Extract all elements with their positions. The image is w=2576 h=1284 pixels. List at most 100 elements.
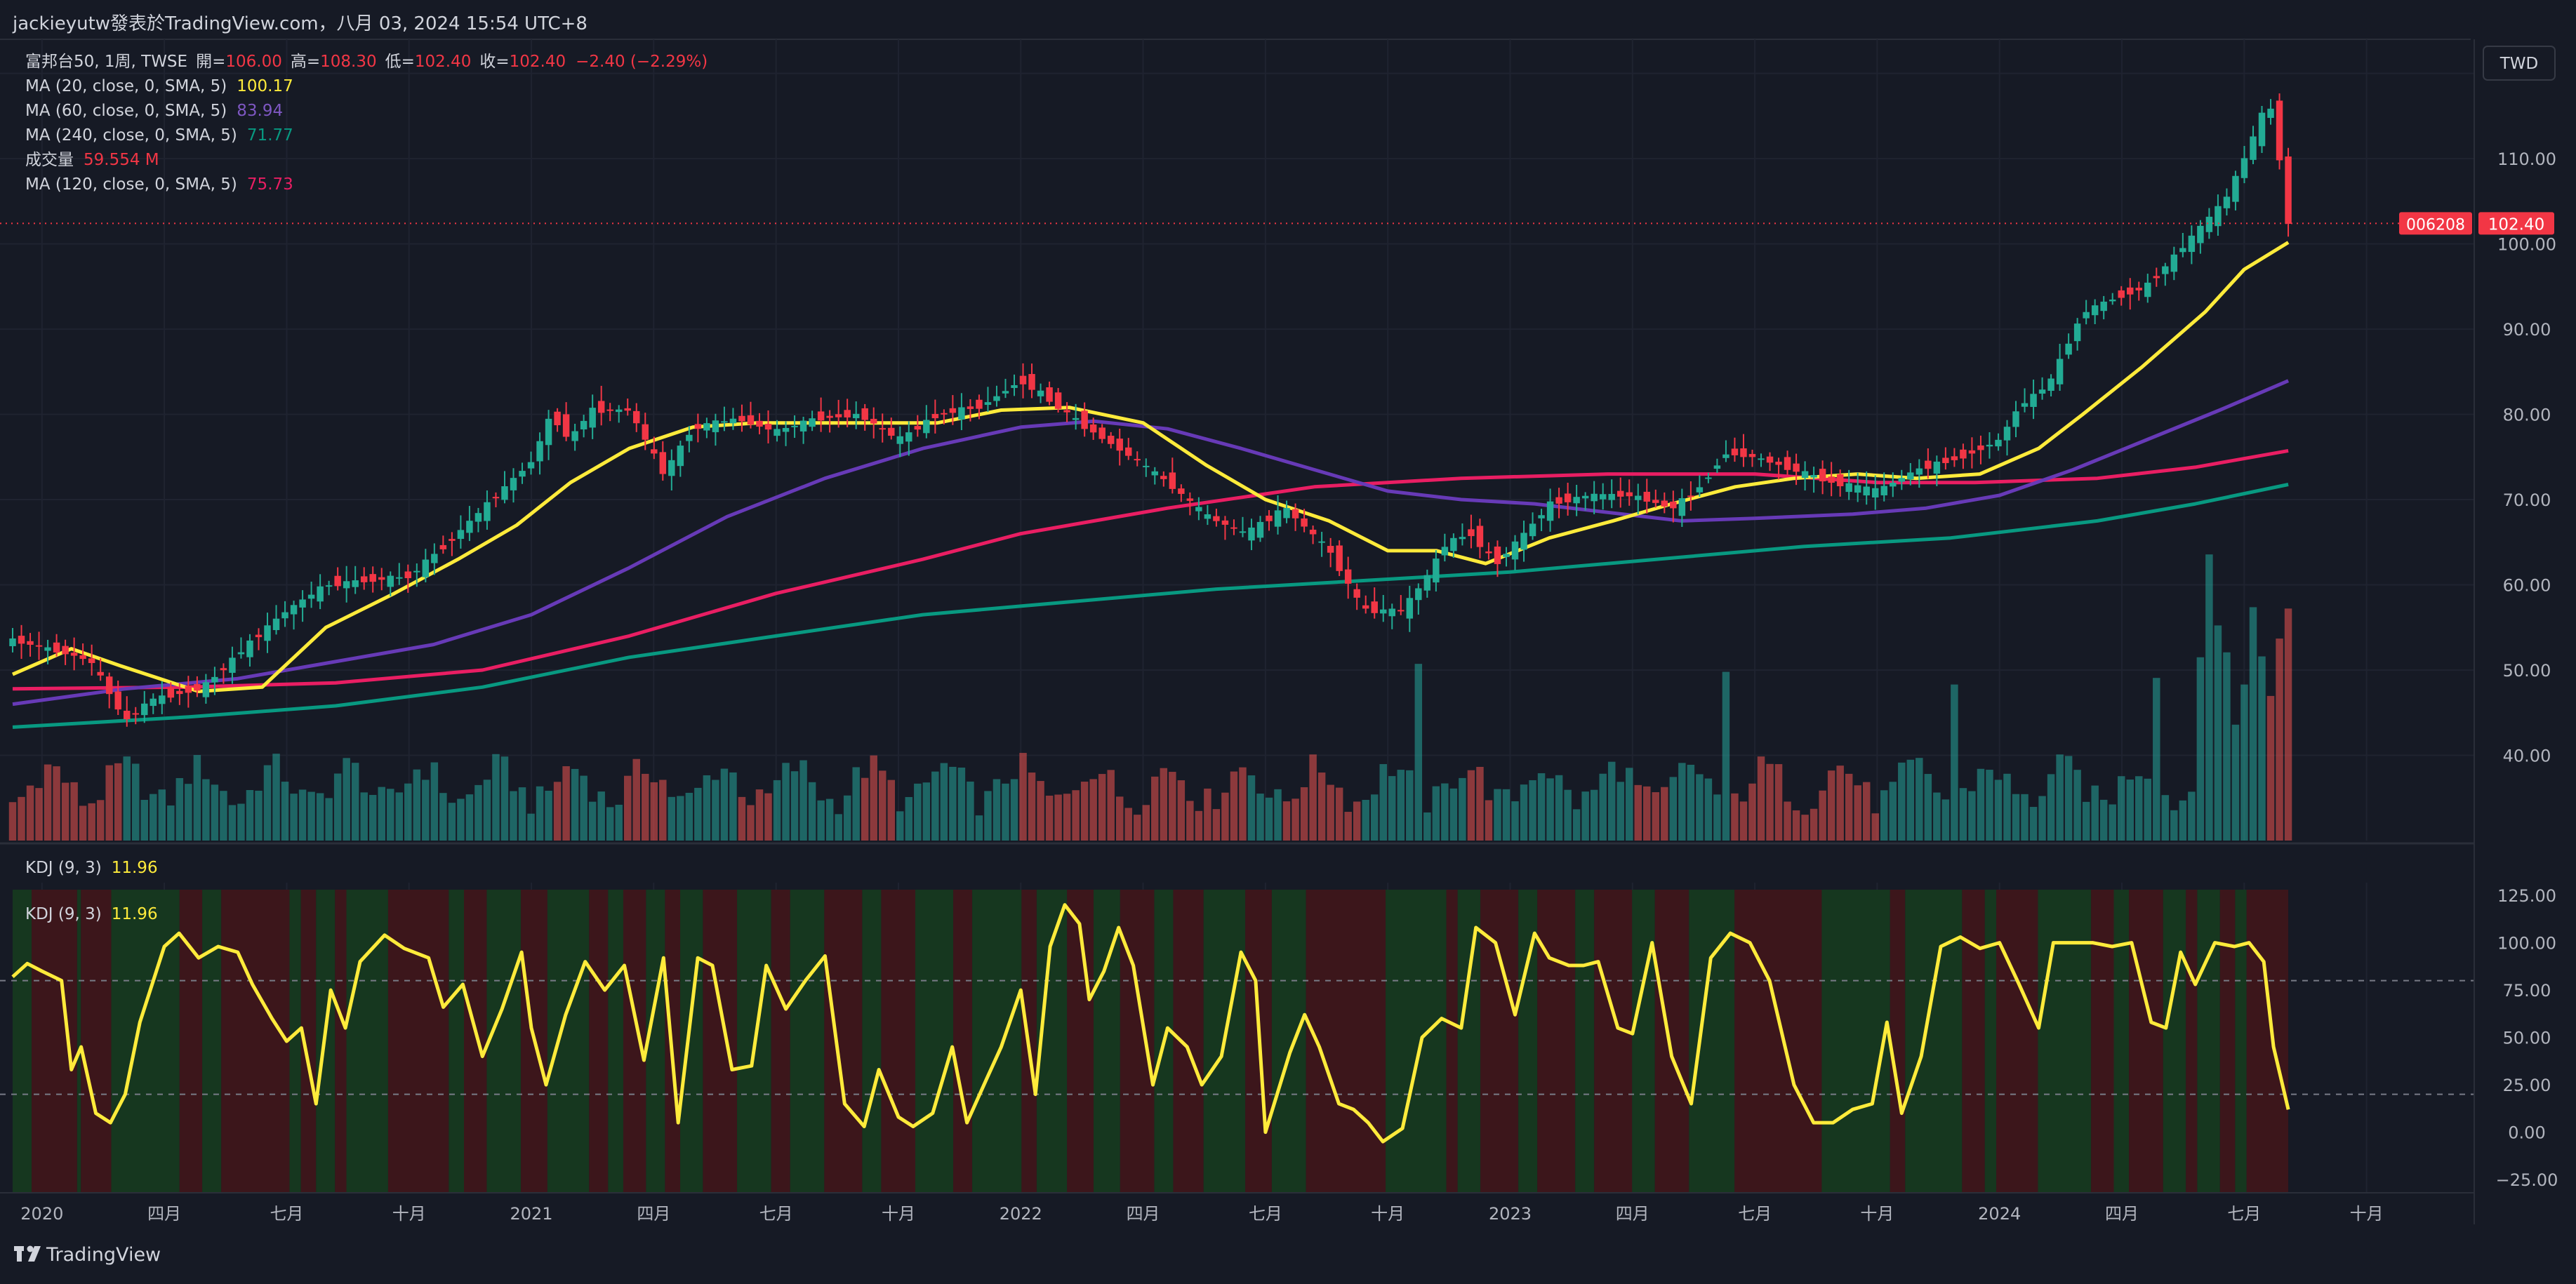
kdj-bull-zone <box>77 890 81 1193</box>
legend-volume[interactable]: 成交量 59.554 M <box>25 151 159 169</box>
candle-body <box>1880 486 1887 495</box>
volume-bar <box>2056 754 2064 841</box>
legend-ma120[interactable]: MA (120, close, 0, SMA, 5) 75.73 <box>25 175 293 194</box>
candle-body <box>422 559 430 577</box>
time-axis-label: 2023 <box>1489 1204 1532 1224</box>
volume-bar <box>835 814 842 841</box>
kdj-legend-top[interactable]: KDJ (9, 3) 11.96 <box>25 859 158 877</box>
volume-bar <box>1037 781 1044 841</box>
candle-body <box>1520 533 1527 550</box>
candle-body <box>703 423 710 431</box>
candle-body <box>1124 447 1132 456</box>
candle-body <box>1731 448 1739 455</box>
volume-bar <box>606 807 614 841</box>
candle-body <box>949 408 957 413</box>
volume-bar <box>1687 764 1695 841</box>
candle-body <box>1933 461 1941 474</box>
time-axis-label: 十月 <box>882 1204 915 1224</box>
volume-bar <box>193 755 201 841</box>
volume-bar <box>1459 777 1466 841</box>
volume-bar <box>1854 785 1861 841</box>
volume-bar <box>1713 794 1721 841</box>
legend-ma240[interactable]: MA (240, close, 0, SMA, 5) 71.77 <box>25 126 293 145</box>
volume-bar <box>2170 810 2178 841</box>
candle-body <box>1046 387 1053 402</box>
candle-body <box>721 421 728 423</box>
ma60-line <box>12 379 2290 707</box>
candle-body <box>2223 196 2231 208</box>
volume-bar <box>316 793 324 841</box>
volume-bar <box>1537 773 1546 841</box>
volume-bar <box>474 784 482 841</box>
volume-bar <box>1906 759 1915 841</box>
volume-bar <box>1590 789 1598 841</box>
volume-bar <box>439 793 447 841</box>
volume-bar <box>35 788 43 841</box>
kdj-bull-zone <box>2038 890 2092 1193</box>
candle-body <box>1476 526 1484 547</box>
volume-bar <box>1230 771 1238 841</box>
candle-body <box>597 401 605 413</box>
candle-body <box>1538 515 1545 519</box>
time-axis-label: 2020 <box>20 1204 63 1224</box>
candle-body <box>2056 359 2064 384</box>
candle-body <box>976 399 983 409</box>
candle-body <box>1766 456 1774 463</box>
volume-bar <box>755 789 764 841</box>
volume-bar <box>896 811 904 841</box>
candle-body <box>2030 394 2037 407</box>
volume-bar <box>668 796 676 841</box>
candle-body <box>1037 390 1044 396</box>
volume-bar <box>1757 756 1765 841</box>
legend-ma20[interactable]: MA (20, close, 0, SMA, 5) 100.17 <box>25 77 293 95</box>
candle-body <box>141 703 148 716</box>
kdj-bull-zone <box>1905 890 1963 1193</box>
volume-bar <box>2249 607 2257 841</box>
price-pane[interactable]: 40.00 50.00 60.00 70.00 80.00 90.00 100.00 110.… <box>0 39 2556 841</box>
volume-bar <box>202 779 210 841</box>
ma120-line <box>12 448 2289 691</box>
volume-bar <box>1572 809 1581 841</box>
candle-body <box>1274 510 1282 527</box>
volume-bar <box>61 782 69 841</box>
candle-body <box>1054 392 1062 409</box>
volume-bar <box>2179 800 2187 841</box>
candle-body <box>2258 112 2266 147</box>
candle-body <box>185 686 192 693</box>
candle-body <box>510 478 517 490</box>
candle-body <box>1705 477 1712 479</box>
volume-bar <box>1045 796 1054 841</box>
kdj-bear-zone <box>335 890 347 1193</box>
candle-body <box>167 688 175 698</box>
candle-body <box>1678 498 1686 516</box>
candle-body <box>97 671 104 676</box>
candle-body <box>1977 445 1984 450</box>
currency-button[interactable] <box>2483 46 2556 81</box>
legend-ma60[interactable]: MA (60, close, 0, SMA, 5) 83.94 <box>25 102 283 120</box>
kdj-pane[interactable]: −25.00 0.00 25.00 50.00 75.00 100.00 125.00 KDJ… <box>0 883 2558 1224</box>
candle-body <box>132 713 139 715</box>
kdj-bear-zone <box>1996 890 2038 1193</box>
candle-body <box>360 576 368 582</box>
candle-body <box>659 452 667 474</box>
candle-body <box>668 460 675 476</box>
volume-bar <box>685 792 693 841</box>
volume-bar <box>158 789 166 841</box>
candle-body <box>1134 459 1141 461</box>
time-axis-label: 七月 <box>1249 1204 1282 1224</box>
volume-bar <box>2038 796 2046 841</box>
candle-body <box>826 415 833 418</box>
volume-bar <box>2099 799 2108 841</box>
candle-body <box>281 612 288 619</box>
kdj-bear-zone <box>1962 890 1985 1193</box>
candle-body <box>1239 531 1247 533</box>
candle-body <box>492 497 500 499</box>
kdj-bull-zone <box>1386 890 1447 1193</box>
volume-bar <box>1134 815 1141 841</box>
candle-body <box>1599 494 1607 500</box>
volume-bar <box>1019 753 1027 841</box>
volume-bar <box>1722 671 1730 841</box>
candle-body <box>852 413 860 419</box>
time-axis-label: 七月 <box>1738 1204 1772 1224</box>
volume-bar <box>175 777 184 841</box>
